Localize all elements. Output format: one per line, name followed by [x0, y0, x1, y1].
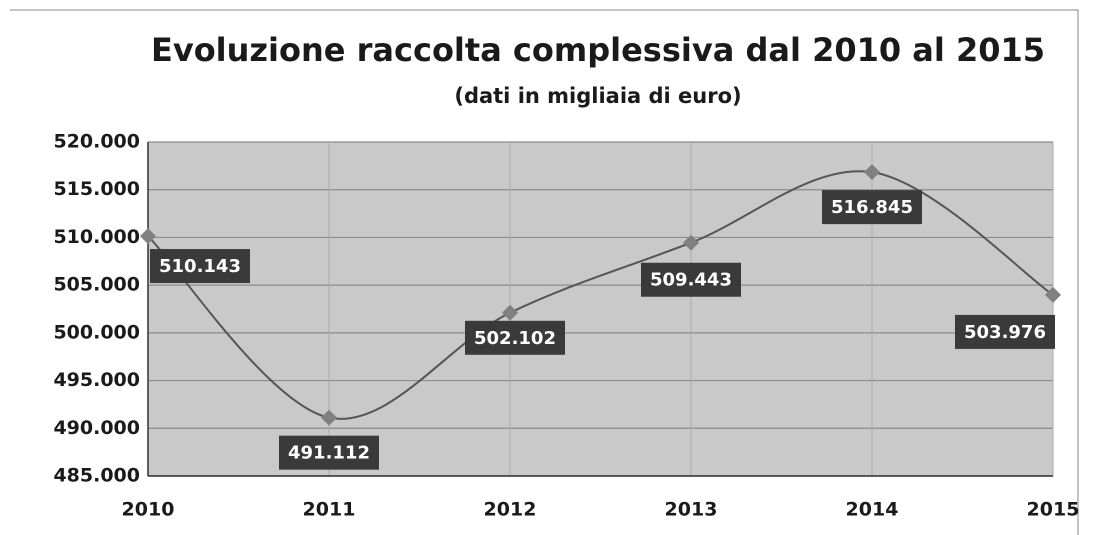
y-tick-label: 510.000 [53, 226, 140, 248]
y-tick-label: 485.000 [53, 465, 140, 487]
line [147, 170, 1054, 420]
y-tick-label: 515.000 [53, 178, 140, 200]
data-label: 509.443 [650, 270, 732, 291]
chart-title: Evoluzione raccolta complessiva dal 2010… [151, 31, 1045, 69]
data-label: 516.845 [831, 197, 913, 218]
data-label-box [150, 249, 250, 284]
data-label: 491.112 [288, 443, 370, 464]
x-tick-label: 2013 [665, 499, 718, 521]
chart-subtitle: (dati in migliaia di euro) [454, 84, 741, 108]
data-label: 503.976 [964, 322, 1046, 343]
y-tick-label: 505.000 [53, 274, 140, 296]
data-label-box [955, 314, 1055, 349]
x-tick-label: 2012 [484, 499, 537, 521]
x-tick-label: 2011 [303, 499, 356, 521]
data-label-box [465, 320, 565, 355]
data-label-box [279, 435, 379, 470]
marker [140, 228, 156, 245]
x-tick-label: 2014 [846, 499, 899, 521]
marker [502, 304, 518, 321]
data-label: 510.143 [159, 256, 241, 277]
data-label-box [822, 190, 922, 225]
marker [321, 409, 337, 426]
marker [864, 164, 880, 181]
y-tick-label: 500.000 [53, 321, 140, 343]
y-tick-label: 495.000 [53, 369, 140, 391]
marker [1045, 286, 1061, 303]
marker [683, 234, 699, 251]
chart-frame [10, 9, 1079, 535]
y-tick-label: 490.000 [53, 417, 140, 439]
x-tick-label: 2010 [122, 499, 175, 521]
x-tick-label: 2015 [1027, 499, 1080, 521]
data-label-box [641, 262, 741, 297]
y-tick-label: 520.000 [53, 131, 140, 153]
data-label: 502.102 [474, 328, 556, 349]
